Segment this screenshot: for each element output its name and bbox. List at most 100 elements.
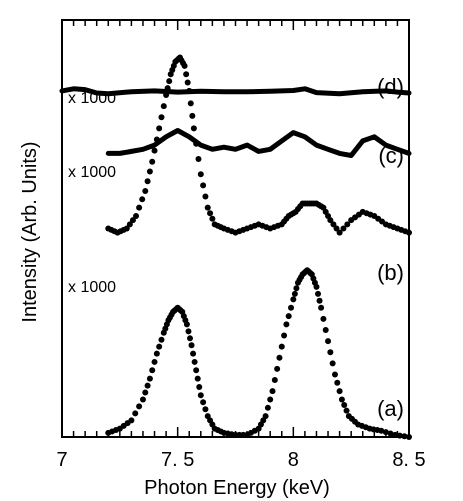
data-point	[142, 187, 149, 194]
series-label: (a)	[377, 396, 404, 421]
data-point	[392, 431, 399, 438]
scale-annotation: x 1000	[68, 90, 116, 107]
data-point	[156, 125, 163, 132]
series-label: (b)	[377, 260, 404, 285]
data-point	[144, 178, 151, 185]
data-point	[325, 338, 332, 345]
data-point	[276, 354, 283, 361]
data-point	[330, 221, 337, 228]
data-point	[194, 375, 201, 382]
data-point	[288, 304, 295, 311]
data-point	[262, 413, 269, 420]
data-point	[209, 215, 216, 222]
series-2	[105, 128, 412, 158]
data-point	[136, 204, 143, 211]
data-point	[151, 358, 158, 365]
data-point	[144, 382, 151, 389]
data-point	[264, 404, 271, 411]
x-tick-labels: 7 7. 5 8 8. 5	[56, 449, 425, 471]
data-point	[333, 225, 340, 232]
data-point	[274, 365, 281, 372]
series-line	[59, 86, 412, 97]
data-point	[187, 100, 194, 107]
data-point	[316, 297, 323, 304]
data-point	[183, 71, 190, 78]
data-point	[190, 125, 197, 132]
data-point	[290, 296, 297, 303]
x-tick-label: 7. 5	[161, 449, 194, 471]
data-point	[166, 78, 173, 85]
x-axis-label: Photon Energy (keV)	[144, 477, 330, 499]
data-point	[196, 383, 203, 390]
data-point	[406, 434, 412, 440]
series-label: (d)	[377, 74, 404, 99]
data-point	[136, 403, 143, 410]
data-point	[123, 225, 130, 232]
data-point	[291, 290, 298, 297]
x-tick-label: 8	[288, 449, 299, 471]
series-0	[105, 267, 412, 440]
data-point	[336, 229, 343, 236]
scale-annotation: x 1000	[68, 279, 116, 296]
data-point	[158, 114, 165, 121]
data-point	[139, 396, 146, 403]
data-point	[267, 396, 274, 403]
data-point	[197, 171, 204, 178]
data-point	[322, 326, 329, 333]
axis-ticks	[61, 20, 410, 437]
data-point	[129, 217, 136, 224]
data-point	[336, 388, 343, 395]
data-point	[331, 371, 338, 378]
data-point	[184, 79, 191, 86]
series-label: (c)	[378, 143, 404, 168]
data-point	[340, 225, 347, 232]
series-line	[105, 128, 412, 158]
data-point	[183, 321, 190, 328]
data-point	[320, 315, 327, 322]
data-point	[334, 379, 341, 386]
data-point	[160, 103, 167, 110]
x-tick-label: 8. 5	[392, 449, 425, 471]
data-point	[315, 290, 322, 297]
data-point	[318, 304, 325, 311]
data-point	[193, 367, 200, 374]
data-point	[133, 212, 140, 219]
data-point	[313, 283, 320, 290]
data-point	[128, 417, 135, 424]
x-tick-label: 7	[56, 449, 67, 471]
series-layer	[59, 54, 412, 440]
data-point	[396, 432, 403, 439]
data-point	[378, 427, 385, 434]
data-point	[278, 343, 285, 350]
series-annotations: (a) (b) x 1000 (c) x 1000 (d) x 1000	[68, 74, 404, 421]
scale-annotation: x 1000	[68, 164, 116, 181]
data-point	[142, 389, 149, 396]
data-point	[387, 430, 394, 437]
data-point	[341, 402, 348, 409]
data-point	[158, 336, 165, 343]
data-point	[139, 196, 146, 203]
data-point	[406, 229, 412, 236]
data-point	[207, 210, 214, 217]
data-point	[187, 335, 194, 342]
data-point	[271, 377, 278, 384]
data-point	[285, 313, 292, 320]
data-point	[281, 332, 288, 339]
data-point	[327, 217, 334, 224]
series-3	[59, 86, 412, 97]
data-point	[153, 350, 160, 357]
data-point	[188, 342, 195, 349]
data-point	[132, 410, 139, 417]
data-point	[185, 328, 192, 335]
data-point	[149, 158, 156, 165]
data-point	[189, 112, 196, 119]
data-point	[269, 388, 276, 395]
data-point	[283, 321, 290, 328]
data-point	[204, 204, 211, 211]
data-point	[149, 367, 156, 374]
data-point	[329, 360, 336, 367]
data-point	[401, 433, 408, 440]
data-point	[190, 350, 197, 357]
data-point	[200, 182, 207, 189]
